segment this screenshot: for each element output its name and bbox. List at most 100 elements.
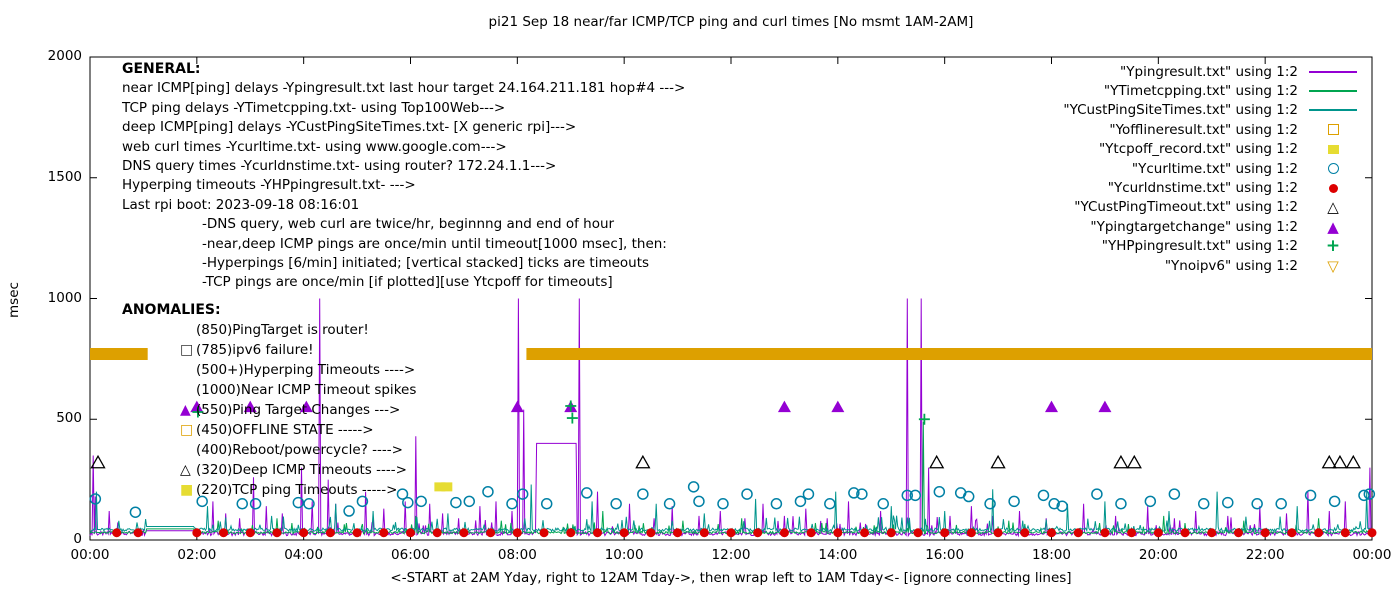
Ypingtargetchange-marker bbox=[299, 400, 313, 413]
legend-label: "YHPpingresult.txt" using 1:2 bbox=[1101, 238, 1298, 255]
Ycurltime-marker bbox=[1197, 498, 1210, 510]
Ycurltime-marker bbox=[89, 493, 102, 505]
anomaly-glyph-icon: □ bbox=[180, 342, 194, 358]
YCustPingTimeout-marker bbox=[1332, 454, 1348, 469]
annotation-note: -DNS query, web curl are twice/hr, begin… bbox=[202, 216, 615, 233]
legend-label: "Ypingtargetchange" using 1:2 bbox=[1090, 218, 1298, 235]
anomaly-text: (1000)Near ICMP Timeout spikes bbox=[196, 382, 417, 398]
legend: "Ypingresult.txt" using 1:2 "YTimetcpping… bbox=[1063, 62, 1366, 275]
circle-filled-icon bbox=[1328, 183, 1338, 193]
legend-glyph-line bbox=[1300, 90, 1366, 93]
Ycurltime-marker bbox=[717, 498, 729, 510]
Ycurldnstime-marker bbox=[566, 528, 576, 538]
Ycurltime-marker bbox=[415, 495, 427, 508]
YCustPingTimeout-marker bbox=[929, 454, 945, 469]
legend-glyph-plus: + bbox=[1300, 238, 1366, 255]
anomaly-line: ▲ (550)Ping Target Changes ---> bbox=[180, 400, 416, 420]
Ycurltime-marker bbox=[581, 487, 593, 499]
Ycurltime-marker bbox=[1328, 495, 1341, 508]
anomaly-line: (400)Reboot/powercycle? ----> bbox=[196, 440, 416, 460]
line-icon bbox=[1309, 109, 1357, 112]
Ycurldnstime-marker bbox=[966, 528, 976, 538]
anomaly-text: (450)OFFLINE STATE -----> bbox=[196, 422, 374, 438]
anomaly-text: (850)PingTarget is router! bbox=[196, 322, 369, 338]
Ycurldnstime-marker bbox=[1207, 528, 1217, 538]
YCustPingTimeout-marker bbox=[635, 454, 651, 469]
YCustPingTimeout-marker bbox=[990, 454, 1006, 469]
x-tick-label: 20:00 bbox=[1138, 547, 1178, 563]
Ycurldnstime-marker bbox=[886, 528, 896, 538]
legend-label: "YCustPingTimeout.txt" using 1:2 bbox=[1074, 199, 1298, 216]
Ycurldnstime-marker bbox=[860, 528, 870, 538]
x-tick-label: 06:00 bbox=[391, 547, 430, 563]
Ycurltime-marker bbox=[402, 496, 414, 509]
x-tick-label: 12:00 bbox=[711, 547, 751, 563]
legend-glyph-triangle-down-open: ▽ bbox=[1300, 258, 1366, 273]
legend-item: "Yofflineresult.txt" using 1:2 bbox=[1109, 120, 1366, 139]
legend-item: "Ycurltime.txt" using 1:2 bbox=[1132, 159, 1366, 178]
YCustPingTimeout-marker bbox=[1321, 454, 1337, 469]
Ycurldnstime-marker bbox=[219, 528, 229, 538]
Ycurldnstime-marker bbox=[192, 528, 202, 538]
Ycurldnstime-marker bbox=[1047, 528, 1056, 538]
legend-item: "YCustPingTimeout.txt" using 1:2 △ bbox=[1074, 198, 1366, 217]
Ycurltime-marker bbox=[802, 488, 815, 500]
Ycurldnstime-marker bbox=[592, 528, 602, 538]
Ycurltime-marker bbox=[637, 488, 649, 500]
legend-item: "Ypingresult.txt" using 1:2 bbox=[1120, 62, 1366, 81]
Ycurldnstime-marker bbox=[940, 528, 950, 538]
circle-open-icon bbox=[1327, 163, 1339, 175]
legend-glyph-line bbox=[1300, 70, 1366, 73]
Ycurldnstime-marker bbox=[299, 528, 309, 538]
anomaly-glyph-icon: △ bbox=[180, 462, 191, 478]
annotation-note: -Hyperpings [6/min] initiated; [vertical… bbox=[202, 255, 650, 272]
Ycurltime-marker bbox=[794, 495, 807, 508]
Ycurldnstime-marker bbox=[1314, 528, 1324, 538]
anomaly-text: (220)TCP ping Timeouts -----> bbox=[196, 482, 398, 498]
triangle-filled-icon: ▲ bbox=[1327, 217, 1339, 236]
Ycurldnstime-marker bbox=[486, 528, 496, 538]
Ycurldnstime-marker bbox=[432, 528, 442, 538]
Ycurltime-marker bbox=[1275, 498, 1287, 510]
anomaly-text: (400)Reboot/powercycle? ----> bbox=[196, 442, 403, 458]
legend-label: "Ycurldnstime.txt" using 1:2 bbox=[1107, 180, 1298, 197]
Ycurltime-marker bbox=[1304, 489, 1317, 502]
anomaly-line: ■ (220)TCP ping Timeouts -----> bbox=[180, 480, 416, 500]
general-annotation: GENERAL: near ICMP[ping] delays -Ypingre… bbox=[122, 60, 685, 293]
Ycurldnstime-marker bbox=[699, 528, 709, 538]
Ycurltime-marker bbox=[856, 488, 868, 500]
y-tick-label: 0 bbox=[73, 531, 82, 547]
Ycurldnstime-marker bbox=[1233, 528, 1243, 538]
annotation-line: deep ICMP[ping] delays -YCustPingSiteTim… bbox=[122, 119, 577, 136]
Ycurltime-marker bbox=[1008, 495, 1020, 508]
Ycurltime-marker bbox=[1048, 498, 1060, 510]
anomaly-line: (500+)Hyperping Timeouts ----> bbox=[196, 360, 416, 380]
Ypingtargetchange-marker bbox=[510, 400, 524, 413]
legend-item: "YCustPingSiteTimes.txt" using 1:2 bbox=[1063, 101, 1366, 120]
Ycurltime-marker bbox=[824, 498, 836, 510]
Ycurldnstime-marker bbox=[112, 528, 122, 538]
Ycurldnstime-marker bbox=[459, 528, 469, 538]
Ycurltime-marker bbox=[877, 498, 889, 510]
legend-item: "YHPpingresult.txt" using 1:2 + bbox=[1102, 237, 1366, 256]
Ycurldnstime-marker bbox=[1367, 528, 1377, 538]
Ycurltime-marker bbox=[236, 498, 248, 510]
anomaly-line: (1000)Near ICMP Timeout spikes bbox=[196, 380, 416, 400]
Ycurltime-marker bbox=[482, 485, 494, 498]
Ycurltime-marker bbox=[610, 498, 622, 510]
Ycurltime-marker bbox=[1168, 488, 1181, 500]
Ycurldnstime-marker bbox=[1100, 528, 1110, 538]
Ycurltime-marker bbox=[909, 489, 922, 502]
Ycurldnstime-marker bbox=[779, 528, 789, 538]
legend-item: "Ypingtargetchange" using 1:2 ▲ bbox=[1090, 217, 1366, 236]
anomaly-line: (850)PingTarget is router! bbox=[196, 320, 416, 340]
Ycurltime-marker bbox=[1251, 498, 1263, 510]
Ycurldnstime-marker bbox=[806, 528, 816, 538]
Ycurldnstime-marker bbox=[133, 528, 143, 538]
chart-title: pi21 Sep 18 near/far ICMP/TCP ping and c… bbox=[488, 14, 974, 30]
Ycurltime-marker bbox=[343, 505, 355, 517]
anomalies-annotation: ANOMALIES: (850)PingTarget is router! □ (7… bbox=[122, 300, 416, 500]
Ycurldnstime-marker bbox=[673, 528, 683, 538]
Ycurldnstime-marker bbox=[1180, 528, 1190, 538]
